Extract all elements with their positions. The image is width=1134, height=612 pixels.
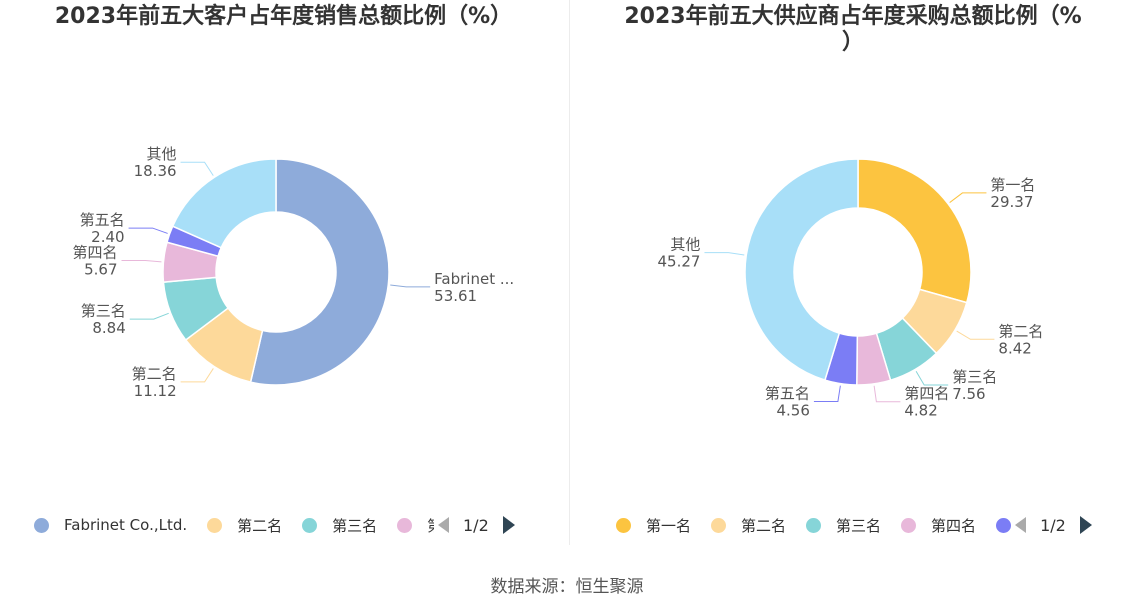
next-page-icon[interactable] bbox=[502, 516, 515, 534]
legend-item-fourth[interactable]: 第 bbox=[397, 515, 434, 536]
customer-chart-panel: 2023年前五大客户占年度销售总额比例（%） Fabrinet ... 53.61… bbox=[0, 0, 567, 560]
label-leader-line bbox=[949, 192, 987, 203]
label-leader-line bbox=[180, 161, 214, 176]
slice-value-label: 53.61 bbox=[434, 287, 477, 305]
donut-slice[interactable] bbox=[249, 158, 390, 386]
slice-label: 其他 bbox=[670, 236, 700, 254]
label-leader-line bbox=[813, 385, 841, 402]
slice-label: Fabrinet ... bbox=[434, 270, 514, 288]
slice-value-label: 18.36 bbox=[134, 162, 177, 180]
next-page-icon[interactable] bbox=[1079, 516, 1092, 534]
legend-pager: 1/2 bbox=[1015, 516, 1092, 535]
slice-label: 第二名 bbox=[998, 322, 1043, 340]
slice-value-label: 45.27 bbox=[657, 253, 700, 271]
panel-divider bbox=[569, 0, 570, 545]
legend-page-indicator: 1/2 bbox=[463, 515, 489, 535]
legend-dot bbox=[711, 517, 727, 533]
data-source: 数据来源：恒生聚源 bbox=[490, 577, 644, 597]
legend-item-third[interactable]: 第三名 bbox=[806, 515, 881, 536]
label-leader-line bbox=[873, 385, 901, 403]
legend-item-fourth[interactable]: 第四名 bbox=[901, 515, 976, 536]
donut-slice[interactable] bbox=[744, 158, 859, 381]
legend-dot bbox=[806, 517, 822, 533]
label-leader-line bbox=[129, 312, 169, 320]
chart-title: 2023年前五大供应商占年度采购总额比例（% ） bbox=[597, 4, 1109, 56]
slice-value-label: 8.84 bbox=[92, 319, 125, 337]
legend-label: Fabrinet Co.,Ltd. bbox=[64, 516, 188, 534]
legend-item-second[interactable]: 第二名 bbox=[711, 515, 786, 536]
slice-value-label: 2.40 bbox=[91, 228, 124, 246]
chart-legend: 第一名 第二名 第三名 第四名 1/2 bbox=[616, 512, 1092, 538]
label-leader-line bbox=[180, 368, 214, 383]
label-leader-line bbox=[390, 284, 431, 288]
slice-label: 第四名 bbox=[72, 243, 117, 261]
chart-title-line2: ） bbox=[841, 30, 864, 55]
label-leader-line bbox=[704, 252, 745, 256]
legend-item-third[interactable]: 第三名 bbox=[302, 515, 377, 536]
legend-label: 第一名 bbox=[646, 516, 692, 535]
prev-page-icon[interactable] bbox=[438, 517, 449, 533]
slice-value-label: 7.56 bbox=[952, 385, 985, 403]
slice-value-label: 4.56 bbox=[777, 401, 810, 419]
slice-label: 第一名 bbox=[990, 176, 1035, 194]
legend-dot bbox=[207, 517, 223, 533]
legend-item-first[interactable]: 第一名 bbox=[616, 515, 691, 536]
slice-value-label: 5.67 bbox=[84, 260, 117, 278]
legend-item-fifth[interactable] bbox=[996, 517, 1012, 533]
slice-value-label: 4.82 bbox=[904, 402, 937, 420]
legend-dot bbox=[901, 517, 917, 533]
slice-label: 第四名 bbox=[904, 385, 949, 403]
legend-label: 第 bbox=[427, 515, 434, 536]
label-leader-line bbox=[956, 330, 995, 340]
slice-label: 第五名 bbox=[80, 211, 125, 229]
legend-item-second[interactable]: 第二名 bbox=[207, 515, 282, 536]
legend-dot bbox=[616, 517, 631, 533]
slice-label: 第二名 bbox=[132, 365, 177, 383]
legend-dot bbox=[302, 517, 318, 533]
prev-page-icon[interactable] bbox=[1015, 517, 1027, 533]
slice-label: 第五名 bbox=[765, 384, 810, 402]
slice-label: 第三名 bbox=[952, 368, 997, 386]
legend-label: 第四名 bbox=[931, 516, 977, 535]
donut-slice[interactable] bbox=[171, 158, 277, 249]
label-leader-line bbox=[915, 370, 949, 386]
legend-label: 第三名 bbox=[836, 516, 882, 535]
slice-value-label: 11.12 bbox=[134, 382, 177, 400]
legend-page-indicator: 1/2 bbox=[1040, 515, 1066, 535]
chart-title-line1: 2023年前五大供应商占年度采购总额比例（% bbox=[624, 4, 1082, 29]
legend-pager: 1/2 bbox=[438, 516, 515, 535]
label-leader-line bbox=[128, 227, 168, 234]
chart-legend: Fabrinet Co.,Ltd. 第二名 第三名 第 1/2 bbox=[34, 512, 515, 538]
legend-dot bbox=[397, 517, 413, 533]
legend-item-fabrinet[interactable]: Fabrinet Co.,Ltd. bbox=[34, 516, 187, 534]
legend-dot bbox=[996, 517, 1012, 533]
label-leader-line bbox=[121, 259, 162, 263]
slice-value-label: 29.37 bbox=[990, 193, 1033, 211]
legend-label: 第二名 bbox=[237, 516, 283, 535]
supplier-chart-panel: 2023年前五大供应商占年度采购总额比例（% ） 第一名 29.37 第二名 8.42… bbox=[567, 0, 1134, 560]
legend-label: 第二名 bbox=[741, 516, 787, 535]
legend-label: 第三名 bbox=[332, 516, 378, 535]
slice-label: 其他 bbox=[147, 145, 177, 163]
slice-label: 第三名 bbox=[81, 302, 126, 320]
slice-value-label: 8.42 bbox=[998, 339, 1031, 357]
donut-slice[interactable] bbox=[857, 158, 972, 304]
chart-title: 2023年前五大客户占年度销售总额比例（%） bbox=[54, 4, 513, 29]
legend-dot bbox=[34, 517, 49, 533]
